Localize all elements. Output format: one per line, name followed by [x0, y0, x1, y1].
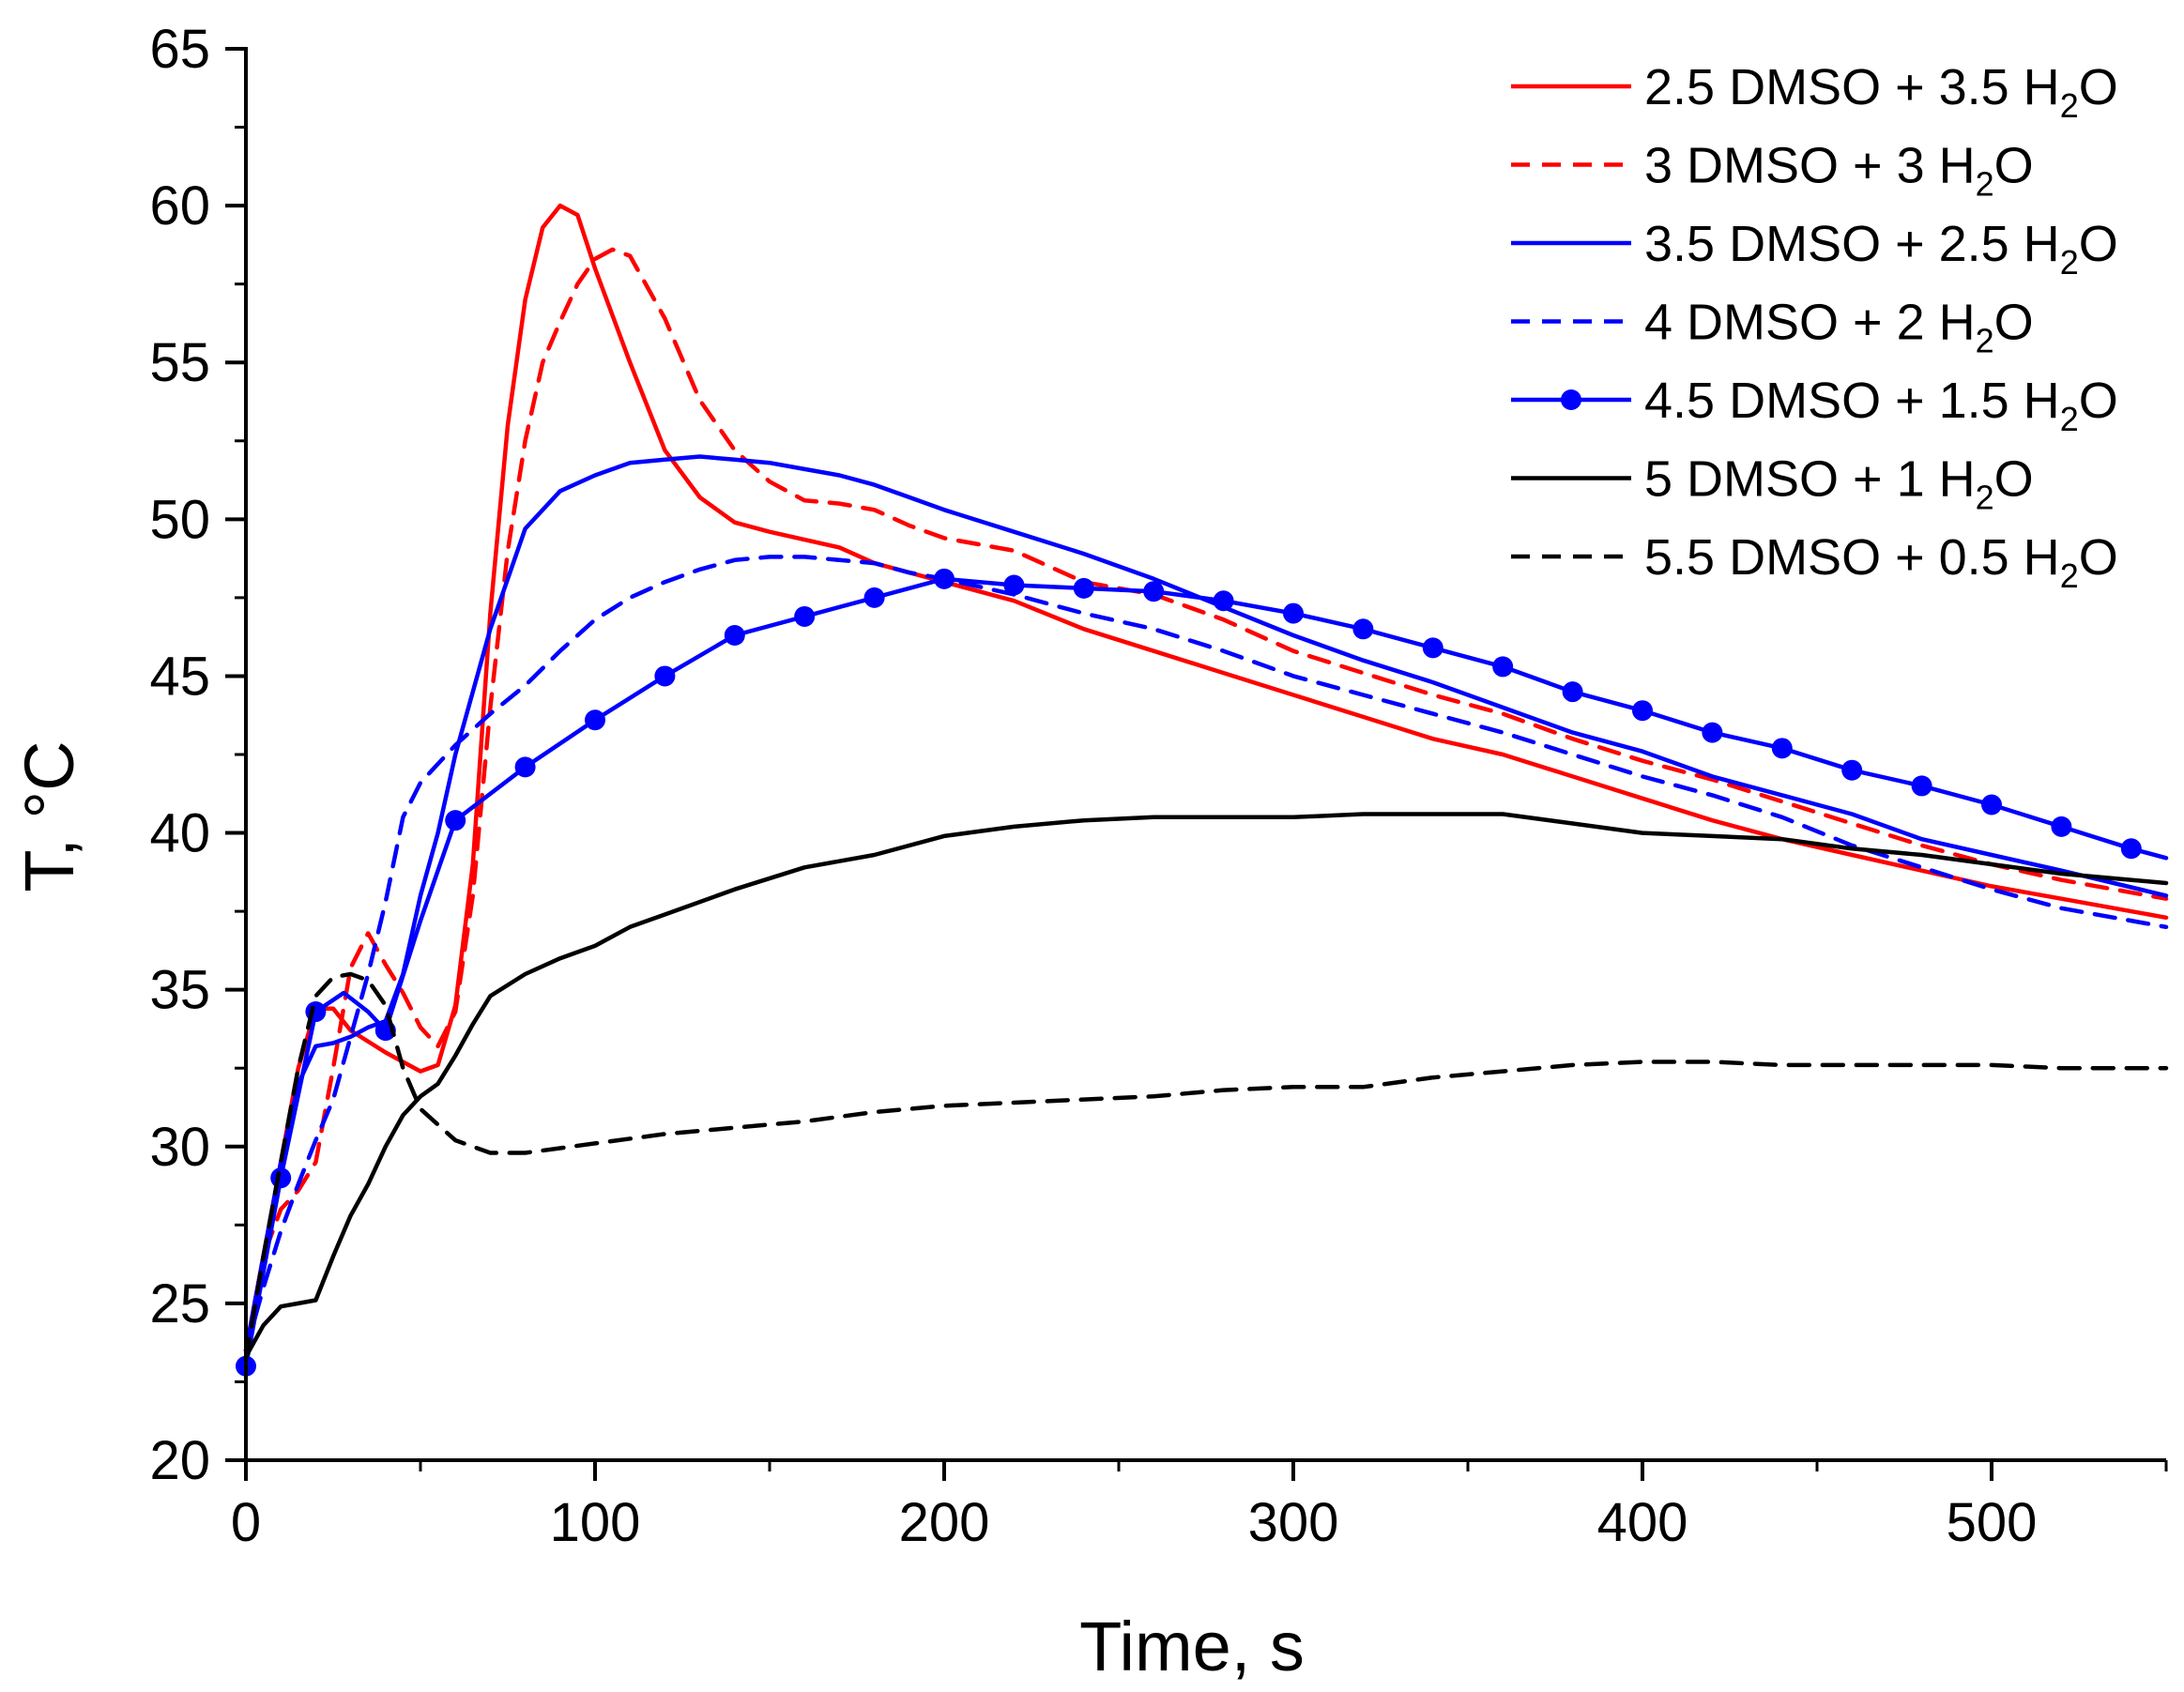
y-tick-label-55: 55: [149, 332, 210, 393]
series-5-marker-21: [1562, 681, 1583, 703]
series-5-marker-2: [270, 1167, 292, 1189]
series-line-6: [243, 812, 2169, 1359]
series-5-marker-19: [1422, 637, 1443, 659]
legend-label-6: 5 DMSO + 1 H2O: [1644, 451, 2034, 517]
series-5-marker-26: [1911, 775, 1932, 797]
series-5-marker-14: [1073, 577, 1094, 599]
series-5-marker-23: [1702, 722, 1723, 743]
series-5-marker-24: [1771, 738, 1793, 759]
series-line-1: [243, 203, 2169, 1353]
series-5-marker-10: [794, 605, 816, 627]
series-line-2: [243, 247, 2169, 1353]
y-tick-label-65: 65: [149, 19, 210, 80]
legend-label-7: 5.5 DMSO + 0.5 H2O: [1644, 529, 2118, 595]
x-tick-label-300: 300: [1248, 1492, 1339, 1553]
y-tick-label-25: 25: [149, 1273, 210, 1334]
x-tick-label-100: 100: [550, 1492, 641, 1553]
series-line-7: [243, 971, 2169, 1363]
y-tick-label-50: 50: [149, 489, 210, 550]
series-5-marker-12: [934, 568, 955, 589]
series-5-marker-29: [2120, 838, 2142, 860]
x-tick-label-0: 0: [231, 1492, 261, 1553]
legend-label-2: 3 DMSO + 3 H2O: [1644, 138, 2034, 204]
series-5-marker-15: [1143, 581, 1165, 602]
series-line-3: [243, 454, 2169, 1353]
series-5-marker-6: [514, 756, 536, 778]
y-tick-label-40: 40: [149, 803, 210, 864]
legend-label-3: 3.5 DMSO + 2.5 H2O: [1644, 216, 2118, 282]
y-tick-label-30: 30: [149, 1117, 210, 1178]
series-line-4: [243, 555, 2169, 1353]
series-5-marker-9: [724, 624, 745, 646]
series-5-marker-28: [2051, 816, 2072, 837]
y-tick-label-35: 35: [149, 960, 210, 1021]
series-5-marker-22: [1632, 700, 1653, 722]
legend-label-4: 4 DMSO + 2 H2O: [1644, 295, 2034, 360]
legend-label-1: 2.5 DMSO + 3.5 H2O: [1644, 59, 2118, 125]
series-5-marker-16: [1213, 590, 1234, 612]
y-tick-label-60: 60: [149, 175, 210, 236]
series-5-marker-5: [445, 810, 466, 831]
series-5-marker-11: [863, 587, 885, 608]
legend: 2.5 DMSO + 3.5 H2O 3 DMSO + 3 H2O 3.5 DMSO…: [1511, 59, 2118, 595]
series-5-marker-13: [1003, 574, 1025, 596]
axes-group: 20 25 30 35 40 45 50 55 60 65 0 100 200 300 400 500: [149, 19, 2168, 1553]
series-5-marker-25: [1841, 759, 1863, 781]
series-5-marker-20: [1492, 656, 1514, 678]
x-tick-label-200: 200: [899, 1492, 990, 1553]
y-tick-label-20: 20: [149, 1430, 210, 1491]
series-5-marker-18: [1352, 618, 1374, 640]
x-axis-title: Time, s: [1079, 1608, 1305, 1685]
x-tick-label-400: 400: [1597, 1492, 1688, 1553]
legend-label-5: 4.5 DMSO + 1.5 H2O: [1644, 373, 2118, 438]
series-5-marker-8: [654, 665, 676, 687]
series-5-marker-27: [1981, 794, 2002, 816]
plot-series-group: [236, 203, 2169, 1377]
y-axis-title: T, °C: [10, 740, 88, 892]
legend-marker-5: [1561, 389, 1581, 410]
y-tick-label-45: 45: [149, 646, 210, 707]
x-tick-label-500: 500: [1947, 1492, 2038, 1553]
series-5-marker-7: [585, 709, 605, 731]
series-5-marker-17: [1283, 602, 1304, 624]
